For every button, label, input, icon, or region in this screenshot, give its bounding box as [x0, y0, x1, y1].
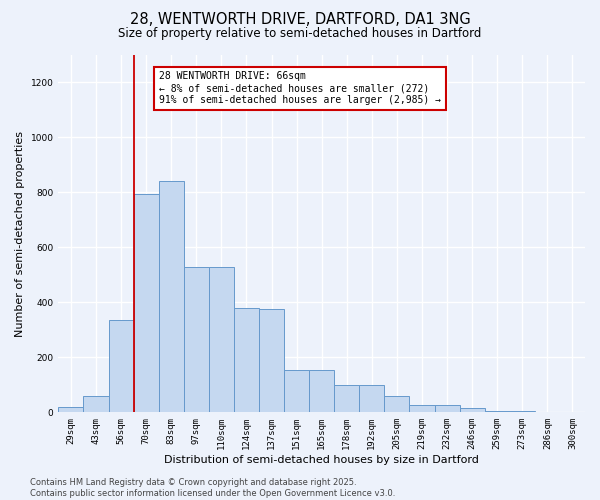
Bar [359, 385, 385, 412]
Bar [385, 396, 409, 412]
Bar [409, 406, 434, 412]
Text: 28 WENTWORTH DRIVE: 66sqm
← 8% of semi-detached houses are smaller (272)
91% of : 28 WENTWORTH DRIVE: 66sqm ← 8% of semi-d… [159, 72, 441, 104]
Bar [485, 411, 510, 412]
Bar [334, 385, 359, 412]
Bar [309, 370, 334, 412]
Bar [434, 406, 460, 412]
Text: 28, WENTWORTH DRIVE, DARTFORD, DA1 3NG: 28, WENTWORTH DRIVE, DARTFORD, DA1 3NG [130, 12, 470, 28]
Bar [234, 308, 259, 412]
Bar [83, 396, 109, 412]
Bar [109, 320, 134, 412]
Y-axis label: Number of semi-detached properties: Number of semi-detached properties [15, 130, 25, 336]
Bar [58, 407, 83, 412]
Text: Contains HM Land Registry data © Crown copyright and database right 2025.
Contai: Contains HM Land Registry data © Crown c… [30, 478, 395, 498]
Bar [510, 411, 535, 412]
Bar [209, 266, 234, 412]
Bar [184, 266, 209, 412]
Bar [259, 310, 284, 412]
Text: Size of property relative to semi-detached houses in Dartford: Size of property relative to semi-detach… [118, 28, 482, 40]
Bar [460, 408, 485, 412]
Bar [134, 194, 159, 412]
Bar [159, 182, 184, 412]
Bar [284, 370, 309, 412]
X-axis label: Distribution of semi-detached houses by size in Dartford: Distribution of semi-detached houses by … [164, 455, 479, 465]
